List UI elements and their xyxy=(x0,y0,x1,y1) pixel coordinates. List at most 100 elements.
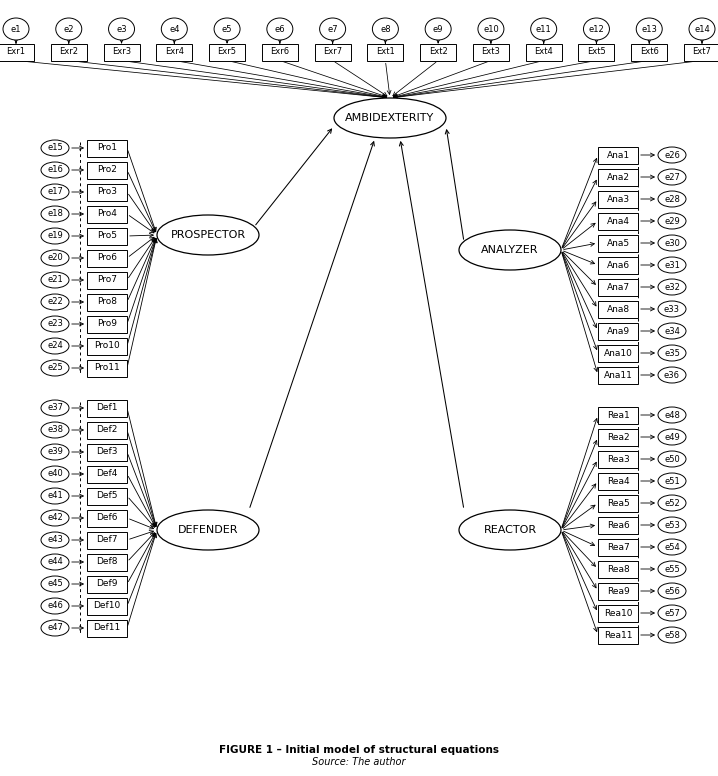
Text: e20: e20 xyxy=(47,254,63,262)
Ellipse shape xyxy=(658,257,686,273)
FancyBboxPatch shape xyxy=(598,279,638,296)
FancyBboxPatch shape xyxy=(684,43,718,61)
Text: DEFENDER: DEFENDER xyxy=(178,525,238,535)
Ellipse shape xyxy=(658,539,686,555)
FancyBboxPatch shape xyxy=(87,553,127,570)
FancyBboxPatch shape xyxy=(87,227,127,244)
FancyBboxPatch shape xyxy=(87,598,127,615)
Text: Rea2: Rea2 xyxy=(607,432,629,442)
FancyBboxPatch shape xyxy=(209,43,245,61)
FancyBboxPatch shape xyxy=(157,43,192,61)
Ellipse shape xyxy=(157,510,259,550)
Text: e48: e48 xyxy=(664,411,680,420)
Text: e41: e41 xyxy=(47,491,63,501)
FancyBboxPatch shape xyxy=(87,400,127,417)
Text: Def9: Def9 xyxy=(96,580,118,588)
Text: e58: e58 xyxy=(664,630,680,639)
Text: Rea7: Rea7 xyxy=(607,542,630,552)
FancyBboxPatch shape xyxy=(87,619,127,636)
Text: e50: e50 xyxy=(664,455,680,463)
Text: Rea10: Rea10 xyxy=(604,608,633,618)
Text: Ana1: Ana1 xyxy=(607,151,630,160)
Ellipse shape xyxy=(3,18,29,40)
Text: e32: e32 xyxy=(664,282,680,292)
Text: Ana11: Ana11 xyxy=(604,370,633,379)
Ellipse shape xyxy=(157,215,259,255)
Text: e26: e26 xyxy=(664,151,680,160)
Text: e57: e57 xyxy=(664,608,680,618)
Text: e42: e42 xyxy=(47,514,63,522)
Ellipse shape xyxy=(658,473,686,489)
FancyBboxPatch shape xyxy=(598,473,638,490)
FancyBboxPatch shape xyxy=(87,510,127,526)
FancyBboxPatch shape xyxy=(87,338,127,355)
FancyBboxPatch shape xyxy=(87,532,127,549)
Text: Ext3: Ext3 xyxy=(482,47,500,57)
Text: e38: e38 xyxy=(47,425,63,435)
Ellipse shape xyxy=(41,184,69,200)
FancyBboxPatch shape xyxy=(87,140,127,157)
Text: Def10: Def10 xyxy=(93,601,121,611)
Text: Ana4: Ana4 xyxy=(607,217,630,226)
Text: Ext5: Ext5 xyxy=(587,47,606,57)
Text: Pro7: Pro7 xyxy=(97,275,117,285)
Text: e9: e9 xyxy=(433,25,444,33)
Ellipse shape xyxy=(41,400,69,416)
Ellipse shape xyxy=(41,620,69,636)
Text: e44: e44 xyxy=(47,557,63,566)
Ellipse shape xyxy=(41,206,69,222)
Ellipse shape xyxy=(459,230,561,270)
FancyBboxPatch shape xyxy=(598,147,638,164)
Text: e45: e45 xyxy=(47,580,63,588)
FancyBboxPatch shape xyxy=(598,560,638,577)
FancyBboxPatch shape xyxy=(598,234,638,251)
Ellipse shape xyxy=(658,451,686,467)
Ellipse shape xyxy=(320,18,345,40)
Ellipse shape xyxy=(658,279,686,295)
Text: e43: e43 xyxy=(47,535,63,545)
Ellipse shape xyxy=(689,18,715,40)
Ellipse shape xyxy=(41,272,69,288)
FancyBboxPatch shape xyxy=(87,576,127,593)
Ellipse shape xyxy=(334,98,446,138)
Text: e30: e30 xyxy=(664,238,680,248)
Text: e2: e2 xyxy=(63,25,74,33)
FancyBboxPatch shape xyxy=(87,359,127,376)
Text: Pro2: Pro2 xyxy=(97,165,117,175)
Text: Def7: Def7 xyxy=(96,535,118,545)
Text: e19: e19 xyxy=(47,231,63,241)
Text: e46: e46 xyxy=(47,601,63,611)
FancyBboxPatch shape xyxy=(87,293,127,310)
Ellipse shape xyxy=(658,323,686,339)
Text: e21: e21 xyxy=(47,275,63,285)
Text: Pro6: Pro6 xyxy=(97,254,117,262)
Text: Ana5: Ana5 xyxy=(607,238,630,248)
Text: Exr4: Exr4 xyxy=(165,47,184,57)
FancyBboxPatch shape xyxy=(368,43,404,61)
FancyBboxPatch shape xyxy=(420,43,456,61)
Ellipse shape xyxy=(425,18,451,40)
Ellipse shape xyxy=(41,140,69,156)
FancyBboxPatch shape xyxy=(262,43,298,61)
Ellipse shape xyxy=(41,488,69,504)
Text: FIGURE 1 – Initial model of structural equations: FIGURE 1 – Initial model of structural e… xyxy=(219,745,499,755)
Ellipse shape xyxy=(41,466,69,482)
Text: e10: e10 xyxy=(483,25,499,33)
Ellipse shape xyxy=(658,429,686,445)
Text: e39: e39 xyxy=(47,448,63,456)
Text: e31: e31 xyxy=(664,261,680,269)
FancyBboxPatch shape xyxy=(598,517,638,534)
Text: e24: e24 xyxy=(47,341,63,351)
Text: Rea9: Rea9 xyxy=(607,587,630,595)
FancyBboxPatch shape xyxy=(87,487,127,504)
Text: e36: e36 xyxy=(664,370,680,379)
Text: Def1: Def1 xyxy=(96,404,118,413)
Text: e25: e25 xyxy=(47,363,63,372)
Text: e28: e28 xyxy=(664,195,680,203)
Text: e7: e7 xyxy=(327,25,338,33)
Text: e5: e5 xyxy=(222,25,233,33)
Text: Ext1: Ext1 xyxy=(376,47,395,57)
FancyBboxPatch shape xyxy=(598,300,638,317)
Text: Ana6: Ana6 xyxy=(607,261,630,269)
Text: Pro9: Pro9 xyxy=(97,320,117,328)
